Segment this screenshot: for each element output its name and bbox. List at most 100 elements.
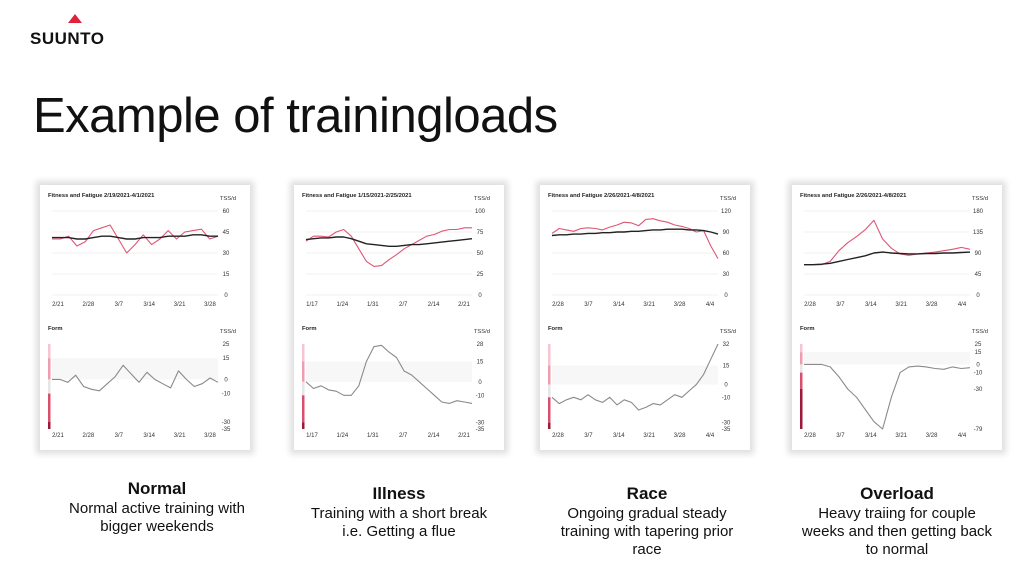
x-tick-label: 2/7 <box>399 302 408 308</box>
x-tick-label: 3/14 <box>143 433 155 439</box>
x-tick-label: 2/14 <box>428 433 440 439</box>
x-tick-label: 2/28 <box>804 302 816 308</box>
x-tick-label: 2/28 <box>83 302 95 308</box>
chart-title: Fitness and Fatigue 1/15/2021-2/25/2021 <box>302 193 412 199</box>
chart-panel-illness: Fitness and Fatigue 1/15/2021-2/25/2021 T… <box>294 185 504 450</box>
form-zone-band <box>800 388 803 429</box>
y-tick-label: 15 <box>477 360 484 366</box>
x-tick-label: 3/21 <box>643 302 655 308</box>
form-zone-band <box>302 381 305 396</box>
caption-desc-line: Ongoing gradual steady <box>567 505 727 522</box>
fitness-fatigue-chart: Fitness and Fatigue 1/15/2021-2/25/2021 T… <box>302 193 490 308</box>
form-line <box>804 363 971 430</box>
x-tick-label: 3/14 <box>865 433 877 439</box>
caption-overload: Overload Heavy traiing for couple weeks … <box>782 483 1012 559</box>
x-tick-label: 1/24 <box>337 302 349 308</box>
chart-panel-race: Fitness and Fatigue 2/26/2021-4/8/2021 TS… <box>540 185 750 450</box>
caption-desc-line: Training with a short break <box>310 505 488 522</box>
fatigue-line <box>804 219 971 266</box>
chart-svg: Fitness and Fatigue 2/26/2021-4/8/2021 TS… <box>800 193 988 439</box>
form-neutral-zone <box>804 352 970 365</box>
form-zone-band <box>302 361 305 382</box>
x-tick-label: 3/28 <box>204 433 216 439</box>
x-tick-label: 2/28 <box>552 433 564 439</box>
caption-desc-line: i.e. Getting a flue <box>342 523 456 540</box>
form-zone-band <box>302 422 305 429</box>
x-tick-label: 3/28 <box>926 302 938 308</box>
x-tick-label: 3/7 <box>836 433 845 439</box>
form-neutral-zone <box>552 365 718 385</box>
slide-title: Example of trainingloads <box>33 89 558 143</box>
caption-illness: Illness Training with a short break i.e.… <box>284 483 514 541</box>
y-tick-label: -35 <box>476 427 485 433</box>
logo-triangle-icon <box>68 14 82 23</box>
form-zone-band <box>548 344 551 366</box>
y-tick-label: 15 <box>723 364 730 370</box>
y-tick-label: 120 <box>721 209 732 215</box>
caption-title: Illness <box>372 484 426 503</box>
x-tick-label: 2/21 <box>458 302 470 308</box>
form-chart: Form TSS/d 25 15 0 -10 -30 -79 2/28 3/7 3/14 3/21 3/… <box>800 326 988 439</box>
x-tick-label: 3/14 <box>613 433 625 439</box>
caption-desc-line: training with tapering prior <box>560 523 734 540</box>
y-tick-label: 25 <box>477 272 484 278</box>
y-tick-label: 15 <box>975 350 982 356</box>
x-tick-label: 2/28 <box>552 302 564 308</box>
y-tick-label: 45 <box>223 230 230 236</box>
x-tick-label: 3/7 <box>584 302 593 308</box>
form-chart: Form TSS/d 32 15 0 -10 -30-35 2/28 3/7 3/14 3/21 3/… <box>548 326 736 439</box>
y-tick-label: -35 <box>722 427 731 433</box>
chart-title: Form <box>48 326 63 332</box>
chart-svg: Fitness and Fatigue 2/26/2021-4/8/2021 TS… <box>548 193 736 439</box>
y-tick-label: 90 <box>723 230 730 236</box>
x-tick-label: 3/28 <box>204 302 216 308</box>
fatigue-line <box>52 224 219 254</box>
form-zone-band <box>48 344 51 359</box>
y-tick-label: 0 <box>224 377 228 383</box>
y-tick-label: -10 <box>222 392 231 398</box>
y-tick-label: 0 <box>724 293 728 299</box>
form-line <box>305 344 473 404</box>
x-tick-label: 2/21 <box>52 302 64 308</box>
x-tick-label: 2/7 <box>399 433 408 439</box>
form-chart: Form TSS/d 25 15 0 -10 -30-35 2/21 2/28 3/7 3/14 3/… <box>48 326 236 439</box>
y-tick-label: 60 <box>223 209 230 215</box>
x-tick-label: 2/14 <box>428 302 440 308</box>
y-tick-label: 60 <box>723 251 730 257</box>
form-neutral-zone <box>306 361 472 382</box>
x-tick-label: 3/14 <box>143 302 155 308</box>
x-tick-label: 2/28 <box>804 433 816 439</box>
y-tick-label: 15 <box>223 272 230 278</box>
y-tick-label: 75 <box>477 230 484 236</box>
form-zone-band <box>548 422 551 429</box>
form-zone-band <box>548 384 551 398</box>
unit-label: TSS/d <box>972 329 988 335</box>
x-tick-label: 3/7 <box>115 302 124 308</box>
y-tick-label: -30 <box>722 421 731 427</box>
unit-label: TSS/d <box>720 329 736 335</box>
caption-title: Overload <box>860 484 934 503</box>
chart-title: Fitness and Fatigue 2/26/2021-4/8/2021 <box>548 193 655 199</box>
form-zone-band <box>548 365 551 385</box>
form-zone-band <box>48 393 51 422</box>
logo-wordmark: SUUNTO <box>30 29 105 48</box>
y-tick-label: 100 <box>475 209 486 215</box>
x-tick-label: 3/7 <box>836 302 845 308</box>
unit-label: TSS/d <box>720 196 736 202</box>
form-zone-band <box>800 372 803 389</box>
fitness-fatigue-chart: Fitness and Fatigue 2/26/2021-4/8/2021 TS… <box>800 193 988 308</box>
form-zone-band <box>800 344 803 353</box>
chart-title: Fitness and Fatigue 2/19/2021-4/1/2021 <box>48 193 155 199</box>
caption-desc-line: race <box>632 541 662 558</box>
unit-label: TSS/d <box>474 196 490 202</box>
fitness-line <box>52 234 218 240</box>
x-tick-label: 1/31 <box>367 302 379 308</box>
x-tick-label: 4/4 <box>706 302 715 308</box>
unit-label: TSS/d <box>220 329 236 335</box>
x-tick-label: 3/21 <box>174 433 186 439</box>
x-tick-label: 3/14 <box>613 302 625 308</box>
y-tick-label: 135 <box>973 230 984 236</box>
y-tick-label: 30 <box>723 272 730 278</box>
fitness-line <box>305 236 473 247</box>
chart-panel-overload: Fitness and Fatigue 2/26/2021-4/8/2021 TS… <box>792 185 1002 450</box>
